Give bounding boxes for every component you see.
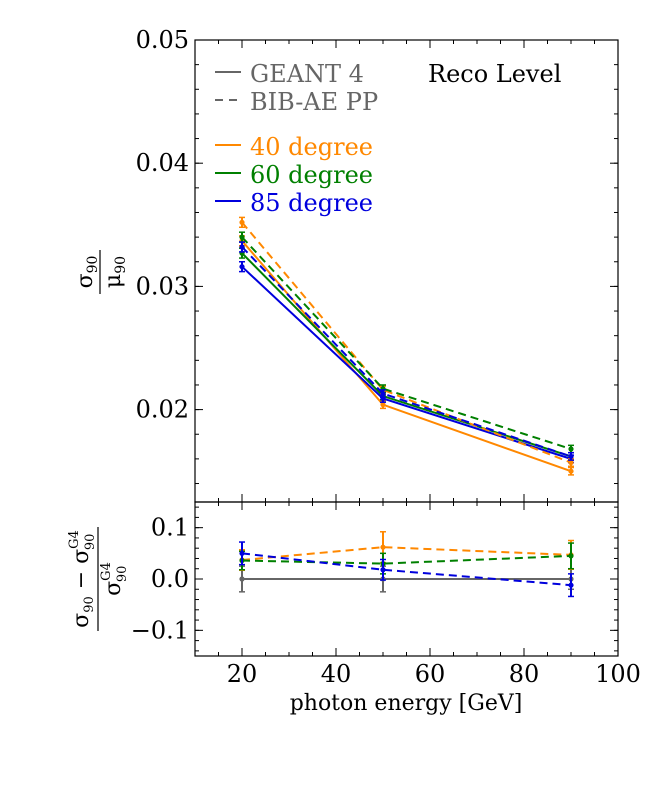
data-point — [568, 459, 574, 466]
y-tick-label: 0.03 — [136, 272, 189, 300]
data-point — [380, 567, 386, 573]
series-line-60-degree-dashed — [241, 236, 572, 450]
reco-level-annotation: Reco Level — [428, 60, 561, 88]
data-point — [239, 550, 245, 556]
x-tick-label: 100 — [595, 660, 641, 688]
data-point — [380, 390, 386, 397]
main-y-axis-title: σ90 μ90 — [73, 250, 129, 294]
legend-label: 40 degree — [250, 133, 373, 161]
svg-text:σG490: σG490 — [99, 562, 130, 596]
legend-label: 85 degree — [250, 189, 373, 217]
data-point — [568, 553, 574, 559]
x-tick-label: 40 — [321, 660, 352, 688]
y-tick-label: 0.04 — [136, 149, 189, 177]
y-tick-label: 0.02 — [136, 396, 189, 424]
legend-label: BIB-AE PP — [250, 88, 378, 116]
ratio-panel: −0.1 0.0 0.1 20 40 60 80 100 — [131, 501, 641, 688]
series-line-40-degree-solid — [241, 240, 572, 473]
y-tick-label: 0.05 — [136, 26, 189, 54]
series-line-85-degree-solid — [241, 265, 572, 460]
x-tick-label: 80 — [509, 660, 540, 688]
data-point — [568, 468, 574, 474]
data-point — [239, 244, 245, 250]
series-line-85-degree-dashed — [241, 552, 572, 587]
series-line-40-degree-dashed — [241, 221, 572, 464]
legend-label: 60 degree — [250, 161, 373, 189]
data-point — [568, 446, 574, 452]
data-point — [239, 264, 245, 270]
legend-label: GEANT 4 — [250, 60, 364, 88]
x-tick-label: 60 — [415, 660, 446, 688]
data-point — [380, 544, 386, 550]
data-point — [239, 219, 245, 225]
y-tick-label: −0.1 — [131, 616, 189, 644]
x-tick-label: 20 — [227, 660, 258, 688]
svg-text:μ90: μ90 — [101, 256, 129, 288]
series-line-85-degree-dashed — [241, 246, 572, 458]
svg-text:σ90: σ90 — [73, 256, 101, 289]
data-point — [568, 453, 574, 460]
x-axis-title: photon energy [GeV] — [290, 691, 523, 716]
data-point — [380, 402, 386, 408]
y-tick-label: 0.1 — [151, 514, 189, 542]
series-line-60-degree-dashed — [241, 554, 572, 565]
data-point — [239, 234, 245, 240]
data-point — [568, 582, 574, 588]
series-line-40-degree-dashed — [241, 546, 572, 562]
svg-text:σ90 − σG490: σ90 − σG490 — [67, 530, 98, 628]
y-tick-label: 0.0 — [151, 565, 189, 593]
data-point — [239, 576, 245, 582]
series-line-60-degree-solid — [241, 252, 572, 458]
ratio-y-axis-title: σ90 − σG490 σG490 — [67, 527, 130, 631]
